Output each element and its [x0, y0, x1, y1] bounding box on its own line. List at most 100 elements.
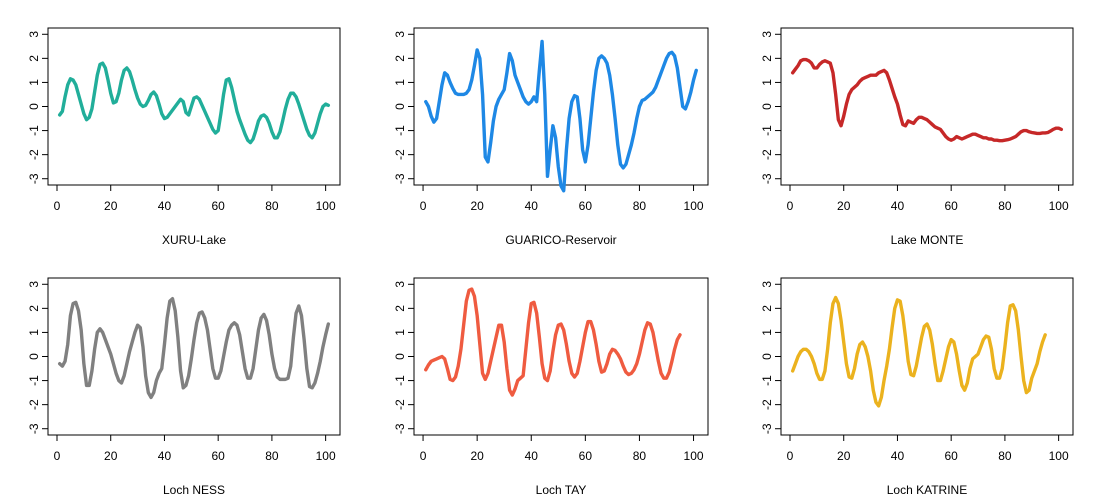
y-tick-label: -1 — [760, 125, 774, 136]
x-tick-label: 60 — [579, 199, 593, 213]
y-tick-label: 0 — [393, 103, 407, 110]
series-line — [790, 57, 1064, 143]
x-tick-label: 20 — [470, 199, 484, 213]
x-tick-label: 60 — [211, 199, 225, 213]
y-tick-label: -3 — [393, 173, 407, 184]
y-tick-label: -3 — [760, 423, 774, 434]
x-tick-label: 40 — [158, 199, 172, 213]
panel-5: -3 -2 -1 0 1 2 3 0 20 40 60 80 100 Loch TAY — [393, 277, 709, 497]
series-line — [57, 297, 331, 400]
y-tick-label: 3 — [760, 31, 774, 38]
y-tick-label: 3 — [27, 31, 41, 38]
x-tick-label: 60 — [944, 199, 958, 213]
y-tick-label: 0 — [760, 353, 774, 360]
y-tick-label: -1 — [393, 125, 407, 136]
y-tick-label: 0 — [760, 103, 774, 110]
x-tick-label: 0 — [420, 449, 427, 463]
x-tick-label: 100 — [1049, 199, 1069, 213]
y-tick-label: -3 — [393, 423, 407, 434]
x-tick-label: 80 — [633, 449, 647, 463]
y-tick-label: -1 — [27, 375, 41, 386]
y-tick-label: -2 — [393, 149, 407, 160]
plot-frame — [413, 27, 709, 186]
y-tick-label: 2 — [27, 55, 41, 62]
series-line — [424, 39, 698, 193]
series-line — [790, 295, 1047, 408]
y-tick-label: 2 — [27, 305, 41, 312]
y-tick-label: 0 — [27, 353, 41, 360]
y-tick-label: 0 — [27, 103, 41, 110]
x-tick-label: 40 — [525, 199, 539, 213]
y-tick-label: 2 — [760, 55, 774, 62]
plot-frame — [780, 277, 1074, 436]
x-tick-label: 0 — [787, 199, 794, 213]
y-tick-label: 2 — [393, 55, 407, 62]
x-tick-label: 60 — [211, 449, 225, 463]
series-line — [57, 61, 331, 145]
x-tick-label: 20 — [104, 449, 118, 463]
x-axis-label: Lake MONTE — [891, 233, 964, 247]
y-tick-label: -2 — [760, 149, 774, 160]
x-tick-label: 60 — [944, 449, 958, 463]
y-tick-label: -3 — [27, 423, 41, 434]
x-tick-label: 100 — [684, 199, 704, 213]
y-tick-label: 1 — [760, 79, 774, 86]
y-tick-label: 3 — [27, 281, 41, 288]
x-tick-label: 80 — [633, 199, 647, 213]
x-tick-label: 80 — [265, 449, 279, 463]
x-tick-label: 80 — [998, 199, 1012, 213]
panel-1: -3 -2 -1 0 1 2 3 0 20 40 60 80 100 XURU-Lake — [27, 27, 341, 247]
y-tick-label: 3 — [393, 281, 407, 288]
x-tick-label: 60 — [579, 449, 593, 463]
y-tick-label: -2 — [393, 399, 407, 410]
y-tick-label: 2 — [393, 305, 407, 312]
x-tick-label: 0 — [54, 199, 61, 213]
y-tick-label: 1 — [27, 329, 41, 336]
y-tick-label: -1 — [27, 125, 41, 136]
y-tick-label: -2 — [27, 149, 41, 160]
x-tick-label: 100 — [316, 449, 336, 463]
x-tick-label: 20 — [104, 199, 118, 213]
x-axis-label: Loch KATRINE — [887, 483, 967, 497]
x-tick-label: 80 — [998, 449, 1012, 463]
panel-6: -3 -2 -1 0 1 2 3 0 20 40 60 80 100 Loch KATRINE — [760, 277, 1074, 497]
y-tick-label: 3 — [760, 281, 774, 288]
y-tick-label: 1 — [393, 79, 407, 86]
plot-frame — [780, 27, 1074, 186]
x-tick-label: 20 — [837, 199, 851, 213]
x-tick-label: 20 — [837, 449, 851, 463]
x-tick-label: 20 — [470, 449, 484, 463]
y-tick-label: 3 — [393, 31, 407, 38]
series-line — [424, 287, 682, 397]
panel-2: -3 -2 -1 0 1 2 3 0 20 40 60 80 100 GUARICO-Reservoir — [393, 27, 709, 247]
x-axis-label: XURU-Lake — [162, 233, 226, 247]
y-tick-label: 0 — [393, 353, 407, 360]
plot-frame — [47, 277, 341, 436]
x-tick-label: 80 — [265, 199, 279, 213]
x-tick-label: 40 — [891, 199, 905, 213]
y-tick-label: 2 — [760, 305, 774, 312]
y-tick-label: -3 — [27, 173, 41, 184]
y-tick-label: 1 — [27, 79, 41, 86]
y-tick-label: 1 — [760, 329, 774, 336]
x-tick-label: 40 — [891, 449, 905, 463]
x-tick-label: 0 — [54, 449, 61, 463]
y-tick-label: -2 — [27, 399, 41, 410]
x-axis-label: Loch NESS — [163, 483, 225, 497]
panel-3: -3 -2 -1 0 1 2 3 0 20 40 60 80 100 Lake MONTE — [760, 27, 1074, 247]
x-tick-label: 100 — [316, 199, 336, 213]
y-tick-label: 1 — [393, 329, 407, 336]
y-tick-label: -2 — [760, 399, 774, 410]
y-tick-label: -3 — [760, 173, 774, 184]
x-axis-label: Loch TAY — [536, 483, 587, 497]
x-tick-label: 0 — [787, 449, 794, 463]
y-tick-label: -1 — [760, 375, 774, 386]
x-tick-label: 100 — [684, 449, 704, 463]
x-axis-label: GUARICO-Reservoir — [505, 233, 616, 247]
x-tick-label: 40 — [158, 449, 172, 463]
panel-4: -3 -2 -1 0 1 2 3 0 20 40 60 80 100 Loch NESS — [27, 277, 341, 497]
x-tick-label: 100 — [1049, 449, 1069, 463]
y-tick-label: -1 — [393, 375, 407, 386]
x-tick-label: 0 — [420, 199, 427, 213]
